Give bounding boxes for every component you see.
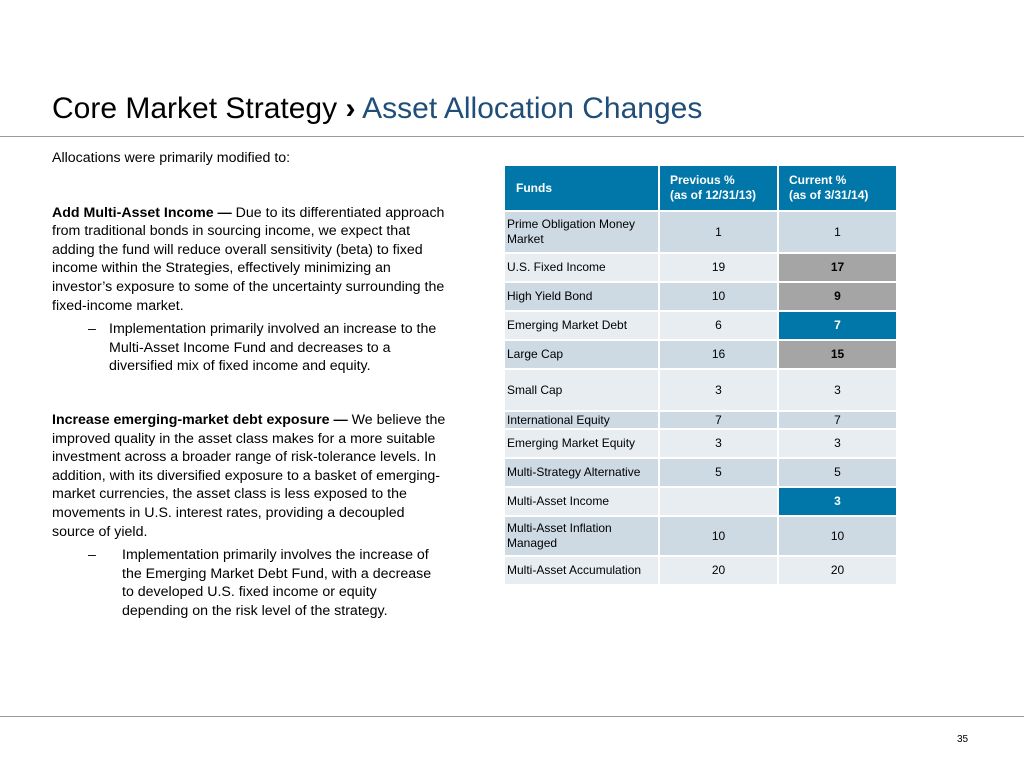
section-heading: Increase emerging-market debt exposure —: [52, 411, 348, 428]
fund-name-cell: Emerging Market Equity: [503, 428, 660, 459]
title-main: Core Market Strategy: [52, 92, 338, 125]
page-number: 35: [957, 734, 969, 745]
fund-name-cell: Emerging Market Debt: [503, 310, 660, 341]
table-body: Prime Obligation Money Market 1 1 U.S. Fixe…: [503, 210, 898, 586]
fund-name-cell: International Equity: [503, 410, 660, 430]
current-percent-cell: 20: [777, 555, 898, 586]
section-heading: Add Multi-Asset Income —: [52, 204, 232, 221]
header-previous: Previous % (as of 12/31/13): [658, 164, 779, 212]
title-subtitle: Asset Allocation Changes: [362, 92, 703, 125]
current-percent-cell: 7: [777, 410, 898, 430]
fund-name-cell: Small Cap: [503, 368, 660, 412]
previous-percent-cell: 6: [658, 310, 779, 341]
previous-percent-cell: 7: [658, 410, 779, 430]
previous-percent-cell: 3: [658, 368, 779, 412]
fund-name-cell: Prime Obligation Money Market: [503, 210, 660, 254]
previous-percent-cell: 16: [658, 339, 779, 370]
table-row: International Equity 7 7: [503, 410, 898, 430]
section-multi-asset-income: Add Multi-Asset Income — Due to its diff…: [52, 204, 446, 376]
table-row: Multi-Asset Inflation Managed 10 10: [503, 515, 898, 557]
previous-percent-cell: 5: [658, 457, 779, 488]
table-row: U.S. Fixed Income 19 17: [503, 252, 898, 283]
fund-name-cell: Multi-Asset Accumulation: [503, 555, 660, 586]
fund-name-cell: Large Cap: [503, 339, 660, 370]
header-current: Current % (as of 3/31/14): [777, 164, 898, 212]
table-row: Large Cap 16 15: [503, 339, 898, 370]
previous-percent-cell: 1: [658, 210, 779, 254]
previous-percent-cell: 20: [658, 555, 779, 586]
table-row: Prime Obligation Money Market 1 1: [503, 210, 898, 254]
current-percent-cell: 17: [777, 252, 898, 283]
page-title: Core Market Strategy › Asset Allocation …: [52, 92, 702, 127]
body-text: Allocations were primarily modified to: …: [52, 149, 446, 638]
previous-percent-cell: 3: [658, 428, 779, 459]
fund-name-cell: U.S. Fixed Income: [503, 252, 660, 283]
header-current-line2: (as of 3/31/14): [789, 188, 869, 202]
table-header-row: Funds Previous % (as of 12/31/13) Current…: [503, 164, 898, 212]
table-row: High Yield Bond 10 9: [503, 281, 898, 312]
current-percent-cell: 1: [777, 210, 898, 254]
table-row: Small Cap 3 3: [503, 368, 898, 412]
current-percent-cell: 10: [777, 515, 898, 557]
section-emerging-market-debt: Increase emerging-market debt exposure —…: [52, 411, 446, 621]
title-separator: ›: [345, 92, 356, 125]
current-percent-cell: 3: [777, 486, 898, 517]
table-row: Multi-Asset Income 3: [503, 486, 898, 517]
current-percent-cell: 3: [777, 428, 898, 459]
header-current-line1: Current %: [789, 173, 847, 187]
section-text: We believe the improved quality in the a…: [52, 411, 446, 540]
intro-text: Allocations were primarily modified to:: [52, 150, 291, 166]
section-paragraph: Increase emerging-market debt exposure —…: [52, 411, 446, 541]
bullet-text: Implementation primarily involved an inc…: [109, 321, 437, 375]
header-funds: Funds: [503, 164, 660, 212]
table-row: Emerging Market Equity 3 3: [503, 428, 898, 459]
previous-percent-cell: 19: [658, 252, 779, 283]
fund-name-cell: High Yield Bond: [503, 281, 660, 312]
bullet-dash: –: [88, 321, 96, 338]
fund-name-cell: Multi-Strategy Alternative: [503, 457, 660, 488]
fund-name-cell: Multi-Asset Income: [503, 486, 660, 517]
previous-percent-cell: [658, 486, 779, 517]
section-bullet: – Implementation primarily involved an in…: [52, 315, 446, 376]
fund-name-cell: Multi-Asset Inflation Managed: [503, 515, 660, 557]
current-percent-cell: 9: [777, 281, 898, 312]
section-text: Due to its differentiated approach from …: [52, 204, 445, 314]
current-percent-cell: 15: [777, 339, 898, 370]
footer-divider: [0, 716, 1024, 717]
current-percent-cell: 7: [777, 310, 898, 341]
table-row: Multi-Asset Accumulation 20 20: [503, 555, 898, 586]
title-divider: [0, 136, 1024, 137]
section-paragraph: Add Multi-Asset Income — Due to its diff…: [52, 204, 446, 316]
bullet-text: Implementation primarily involves the in…: [122, 547, 432, 619]
table-row: Emerging Market Debt 6 7: [503, 310, 898, 341]
section-bullet: – Implementation primarily involves the i…: [52, 541, 446, 620]
previous-percent-cell: 10: [658, 515, 779, 557]
current-percent-cell: 5: [777, 457, 898, 488]
header-previous-line2: (as of 12/31/13): [670, 188, 757, 202]
bullet-dash: –: [88, 547, 96, 564]
current-percent-cell: 3: [777, 368, 898, 412]
allocation-table: Funds Previous % (as of 12/31/13) Current…: [503, 164, 898, 586]
header-previous-line1: Previous %: [670, 173, 735, 187]
table-row: Multi-Strategy Alternative 5 5: [503, 457, 898, 488]
previous-percent-cell: 10: [658, 281, 779, 312]
